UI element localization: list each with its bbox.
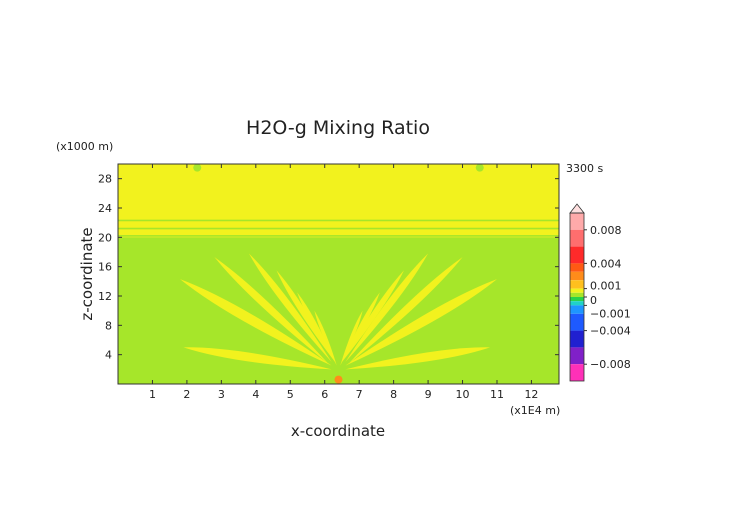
colorbar-label-0: 0.008 — [590, 224, 622, 237]
plume-arm-0 — [183, 347, 332, 370]
plume-arm-1 — [345, 347, 491, 370]
colorbar-label-5: −0.004 — [590, 325, 631, 338]
y-axis-label: z-coordinate — [78, 227, 96, 320]
plume-arm-6 — [248, 253, 332, 362]
upper-band-0 — [118, 235, 559, 237]
plume-arm-3 — [345, 279, 497, 366]
colorbar-band-6 — [570, 288, 584, 293]
x-tick-label-3: 3 — [218, 388, 225, 401]
plot-frame — [117, 163, 560, 385]
chart-title: H2O-g Mixing Ratio — [246, 117, 430, 139]
marker-2 — [475, 163, 484, 172]
colorbar-band-12 — [570, 330, 584, 348]
x-unit-label: (x1E4 m) — [510, 404, 560, 417]
y-tick-label-16: 16 — [98, 261, 112, 274]
colorbar-label-3: 0 — [590, 294, 597, 307]
x-tick-label-1: 1 — [149, 388, 156, 401]
colorbar-label-6: −0.008 — [590, 358, 631, 371]
y-unit-label: (x1000 m) — [56, 140, 113, 153]
colorbar-band-2 — [570, 246, 584, 264]
time-label: 3300 s — [566, 162, 603, 175]
x-tick-label-4: 4 — [252, 388, 259, 401]
plot-area — [118, 163, 559, 384]
colorbar-band-13 — [570, 347, 584, 365]
plume-arm-2 — [180, 279, 332, 366]
colorbar-extend-arrow — [569, 203, 585, 214]
colorbar-label-1: 0.004 — [590, 257, 622, 270]
upper-band-1 — [118, 227, 559, 230]
plume-arm-8 — [276, 270, 336, 362]
colorbar-band-4 — [570, 271, 584, 281]
colorbar-band-7 — [570, 292, 584, 297]
plume-arm-7 — [345, 253, 429, 362]
plume-arm-9 — [341, 270, 404, 362]
colorbar-band-1 — [570, 229, 584, 247]
plume-arm-12 — [314, 310, 337, 366]
y-tick-label-8: 8 — [105, 319, 112, 332]
x-tick-label-9: 9 — [425, 388, 432, 401]
x-tick-label-6: 6 — [321, 388, 328, 401]
colorbar-band-5 — [570, 280, 584, 289]
marker-0 — [334, 375, 343, 384]
x-tick-label-10: 10 — [456, 388, 470, 401]
plume-arm-11 — [341, 292, 380, 362]
y-tick-label-24: 24 — [98, 202, 112, 215]
colorbar-label-2: 0.001 — [590, 280, 622, 293]
x-tick-label-5: 5 — [287, 388, 294, 401]
y-tick-label-20: 20 — [98, 231, 112, 244]
colorbar-band-3 — [570, 263, 584, 272]
y-tick-label-12: 12 — [98, 290, 112, 303]
colorbar-band-8 — [570, 297, 584, 302]
colorbar-label-4: −0.001 — [590, 307, 631, 320]
colorbar-band-10 — [570, 305, 584, 314]
colorbar-band-0 — [570, 213, 584, 230]
x-axis-label: x-coordinate — [291, 422, 385, 440]
colorbar-band-11 — [570, 313, 584, 331]
x-tick-label-7: 7 — [356, 388, 363, 401]
x-tick-label-11: 11 — [490, 388, 504, 401]
plume-arm-13 — [340, 310, 363, 366]
upper-band-2 — [118, 219, 559, 222]
colorbar-band-14 — [570, 364, 584, 381]
x-tick-label-2: 2 — [183, 388, 190, 401]
plume-arm-10 — [297, 292, 336, 362]
colorbar-band-9 — [570, 301, 584, 306]
plume-arm-5 — [348, 257, 463, 364]
marker-1 — [193, 163, 202, 172]
upper-field — [118, 164, 559, 238]
y-tick-label-4: 4 — [105, 349, 112, 362]
x-tick-label-8: 8 — [390, 388, 397, 401]
plume-arm-4 — [214, 257, 329, 364]
y-tick-label-28: 28 — [98, 173, 112, 186]
x-tick-label-12: 12 — [524, 388, 538, 401]
